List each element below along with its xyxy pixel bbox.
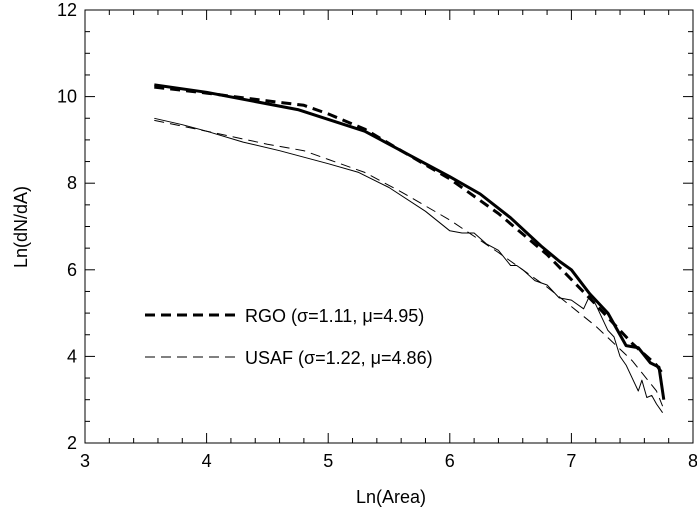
x-tick-label: 4 xyxy=(202,451,212,471)
series-line-usaf_fit xyxy=(154,119,664,407)
y-tick-label: 10 xyxy=(57,87,77,107)
y-tick-label: 6 xyxy=(67,260,77,280)
legend: RGO (σ=1.11, μ=4.95) USAF (σ=1.22, μ=4.8… xyxy=(145,306,433,368)
plot-frame xyxy=(84,9,694,444)
series-line-rgo_data xyxy=(154,83,666,400)
y-tick-label: 8 xyxy=(67,173,77,193)
series-line-rgo_fit xyxy=(154,85,664,375)
y-tick-label: 4 xyxy=(67,346,77,366)
x-tick-label: 8 xyxy=(688,451,697,471)
axis-ticks xyxy=(84,9,694,444)
x-tick-label: 6 xyxy=(445,451,455,471)
x-tick-label: 7 xyxy=(566,451,576,471)
x-tick-label: 5 xyxy=(323,451,333,471)
series-line-usaf_data xyxy=(154,117,664,413)
legend-label-usaf: USAF (σ=1.22, μ=4.86) xyxy=(245,348,433,368)
x-axis-title: Ln(Area) xyxy=(356,487,426,507)
y-tick-label: 12 xyxy=(57,0,77,20)
plot-border xyxy=(84,9,694,444)
y-tick-label: 2 xyxy=(67,433,77,453)
legend-label-rgo: RGO (σ=1.11, μ=4.95) xyxy=(245,306,424,326)
x-tick-label: 3 xyxy=(80,451,90,471)
axis-tick-labels: 3 4 5 6 7 8 2 4 6 8 10 12 xyxy=(57,0,697,471)
y-axis-title: Ln(dN/dA) xyxy=(11,186,31,268)
series-layer xyxy=(154,83,666,413)
